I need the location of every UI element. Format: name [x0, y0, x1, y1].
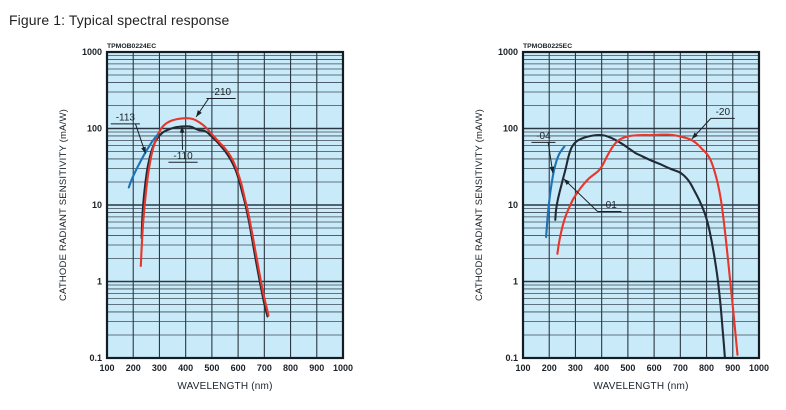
series-curve-04	[545, 145, 566, 239]
x-tick-label: 700	[257, 363, 272, 373]
y-axis-title: CATHODE RADIANT SENSITIVITY (mA/W)	[474, 109, 485, 301]
x-tick-label: 400	[178, 363, 193, 373]
y-tick-label: 0.1	[89, 353, 102, 363]
plot-border	[521, 50, 761, 360]
series-curve-210	[139, 117, 270, 317]
y-tick-label: 10	[508, 200, 518, 210]
annotation-arrowhead	[196, 110, 202, 117]
y-axis-title: CATHODE RADIANT SENSITIVITY (mA/W)	[58, 109, 69, 301]
annotation-04: -04	[531, 131, 556, 174]
figure-title: Figure 1: Typical spectral response	[9, 12, 230, 28]
x-tick-label: 100	[99, 363, 114, 373]
y-tick-label: 100	[503, 124, 518, 134]
y-tick-label: 1	[513, 277, 518, 287]
y-tick-label: 0.1	[505, 353, 518, 363]
series-curve-20	[556, 133, 739, 356]
x-tick-label: 300	[568, 363, 583, 373]
x-tick-label: 500	[620, 363, 635, 373]
x-tick-label: 700	[673, 363, 688, 373]
series-group	[545, 133, 739, 359]
annotation-label: -113	[116, 112, 136, 123]
series-curve-01	[554, 134, 726, 359]
x-tick-label: 900	[309, 363, 324, 373]
annotation-label: -110	[173, 151, 193, 162]
x-tick-label: 100	[515, 363, 530, 373]
x-tick-label: 1000	[749, 363, 769, 373]
annotation-20: -20	[691, 107, 735, 140]
annotation-113: -113	[110, 112, 147, 154]
annotation-arrowhead	[563, 178, 570, 186]
annotation-label: -04	[536, 131, 551, 142]
y-tick-label: 1	[97, 277, 102, 287]
annotation-label: -01	[602, 200, 617, 211]
x-tick-label: 800	[283, 363, 298, 373]
series-curve-113	[127, 133, 159, 189]
y-tick-label: 10	[92, 200, 102, 210]
x-tick-label: 600	[231, 363, 246, 373]
x-tick-label: 200	[126, 363, 141, 373]
x-tick-label: 400	[594, 363, 609, 373]
x-tick-label: 600	[647, 363, 662, 373]
x-axis-title: WAVELENGTH (nm)	[177, 381, 272, 392]
x-tick-label: 800	[699, 363, 714, 373]
chart-id-label: TPMOB0225EC	[523, 43, 572, 50]
chart-id-label: TPMOB0224EC	[107, 43, 156, 50]
annotation-arrowhead	[691, 132, 699, 139]
x-tick-label: 900	[725, 363, 740, 373]
series-group	[127, 117, 270, 318]
annotation-110: -110	[168, 126, 198, 163]
plot-border	[105, 50, 345, 360]
x-tick-label: 1000	[333, 363, 353, 373]
annotation-210: -210	[195, 87, 236, 118]
annotation-arrowhead	[141, 146, 146, 154]
annotation-label: -20	[716, 107, 731, 118]
annotation-01: -01	[563, 178, 622, 212]
annotation-arrowhead	[179, 126, 185, 133]
x-tick-label: 300	[152, 363, 167, 373]
x-tick-label: 500	[204, 363, 219, 373]
y-tick-label: 1000	[498, 47, 518, 57]
y-tick-label: 100	[87, 124, 102, 134]
y-tick-label: 1000	[82, 47, 102, 57]
annotation-arrow-line	[563, 178, 598, 212]
x-axis-title: WAVELENGTH (nm)	[593, 381, 688, 392]
x-tick-label: 200	[542, 363, 557, 373]
annotation-label: -210	[211, 87, 231, 98]
annotation-arrowhead	[549, 166, 555, 174]
